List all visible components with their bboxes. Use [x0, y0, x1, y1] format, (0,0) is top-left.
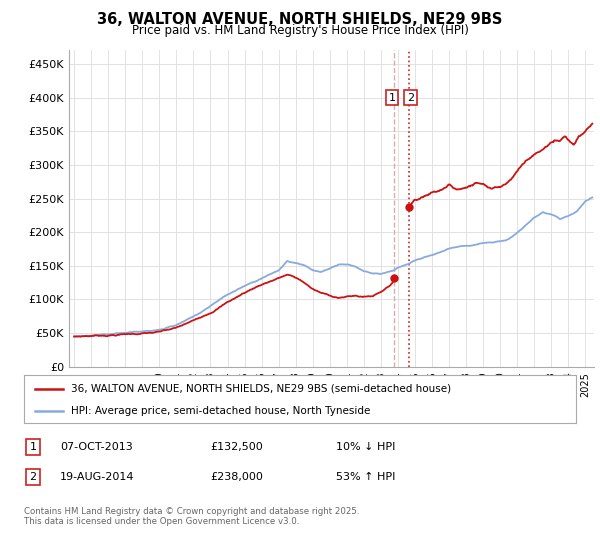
Text: HPI: Average price, semi-detached house, North Tyneside: HPI: Average price, semi-detached house,…: [71, 406, 370, 416]
Text: 1: 1: [389, 92, 395, 102]
Text: Price paid vs. HM Land Registry's House Price Index (HPI): Price paid vs. HM Land Registry's House …: [131, 24, 469, 36]
Text: £132,500: £132,500: [210, 442, 263, 452]
Text: 36, WALTON AVENUE, NORTH SHIELDS, NE29 9BS (semi-detached house): 36, WALTON AVENUE, NORTH SHIELDS, NE29 9…: [71, 384, 451, 394]
Text: 10% ↓ HPI: 10% ↓ HPI: [336, 442, 395, 452]
Text: Contains HM Land Registry data © Crown copyright and database right 2025.
This d: Contains HM Land Registry data © Crown c…: [24, 507, 359, 526]
Text: 36, WALTON AVENUE, NORTH SHIELDS, NE29 9BS: 36, WALTON AVENUE, NORTH SHIELDS, NE29 9…: [97, 12, 503, 27]
Text: 2: 2: [407, 92, 415, 102]
Text: 53% ↑ HPI: 53% ↑ HPI: [336, 472, 395, 482]
Text: 19-AUG-2014: 19-AUG-2014: [60, 472, 134, 482]
Text: 2: 2: [29, 472, 37, 482]
Text: 1: 1: [29, 442, 37, 452]
Text: 07-OCT-2013: 07-OCT-2013: [60, 442, 133, 452]
Text: £238,000: £238,000: [210, 472, 263, 482]
